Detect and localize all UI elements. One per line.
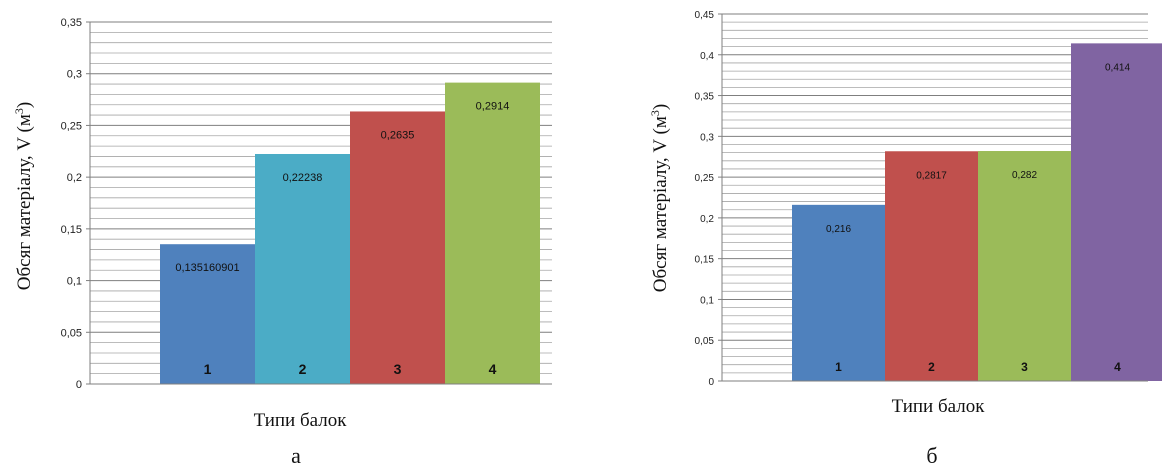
chart-b-axes [718,14,1148,382]
chart-a-panel-label: а [291,443,301,468]
bar-1 [160,244,255,384]
chart-a-category-labels: 1 2 3 4 [204,361,497,377]
chart-a-bars [160,82,540,385]
data-label-1: 0,135160901 [175,262,239,274]
chart-b-data-labels: 0,216 0,2817 0,282 0,414 [826,62,1130,234]
chart-a-y-ticks: 0 0,05 0,1 0,15 0,2 0,25 0,3 0,35 [61,17,90,391]
chart-a-y-axis-title: Обсяг матеріалу, V (м3) [12,102,35,290]
category-label-4: 4 [1114,360,1121,374]
category-label-1: 1 [204,361,212,377]
bar-2 [885,151,978,381]
category-label-3: 3 [1021,360,1028,374]
chart-b-category-labels: 1 2 3 4 [835,360,1121,374]
chart-b-x-axis-title: Типи балок [892,396,986,417]
data-label-3: 0,2635 [381,129,415,141]
chart-b-y-axis-title: Обсяг матеріалу, V (м3) [648,104,671,292]
y-tick-label: 0,05 [61,327,82,339]
y-tick-label: 0,15 [695,255,715,266]
bar-3 [978,151,1071,381]
y-tick-label: 0,35 [61,17,82,29]
data-label-1: 0,216 [826,224,851,235]
bar-4 [1071,43,1162,382]
data-label-3: 0,282 [1012,170,1037,181]
y-tick-label: 0,15 [61,224,82,236]
chart-b-y-axis-title-sup: 3 [648,110,662,116]
y-tick-label: 0,25 [695,173,715,184]
data-label-4: 0,2914 [476,101,510,113]
y-tick-label: 0,2 [67,172,82,184]
bar-3 [350,111,445,385]
chart-b-bars [792,43,1162,382]
y-tick-label: 0,1 [67,276,82,288]
y-tick-label: 0,25 [61,120,82,132]
data-label-2: 0,2817 [916,170,947,181]
y-tick-label: 0 [76,379,82,391]
chart-b-y-axis-title-main: Обсяг матеріалу, V (м [650,116,671,292]
y-tick-label: 0,45 [695,10,715,21]
chart-b-y-ticks: 0 0,05 0,1 0,15 0,2 0,25 0,3 0,35 0,4 0,45 [695,10,722,388]
category-label-4: 4 [489,361,497,377]
data-label-4: 0,414 [1105,62,1130,73]
y-tick-label: 0 [708,377,714,388]
y-tick-label: 0,05 [695,336,715,347]
chart-b-y-axis-title-close: ) [650,104,671,110]
category-label-1: 1 [835,360,842,374]
chart-a-y-axis-title-main: Обсяг матеріалу, V (м [14,114,35,290]
chart-a-y-axis-title-sup: 3 [12,108,26,114]
chart-a-data-labels: 0,135160901 0,22238 0,2635 0,2914 [175,101,509,275]
bar-4 [445,82,540,385]
chart-a-x-axis-title: Типи балок [254,410,348,431]
chart-b-panel-label: б [926,443,937,468]
y-tick-label: 0,4 [700,51,714,62]
chart-a-y-axis-title-close: ) [14,102,35,108]
y-tick-label: 0,3 [700,132,714,143]
chart-a: 00,050,10,150,20,250,30,35 0,1351609010,… [12,17,552,468]
chart-a-axes [86,22,552,385]
bar-2 [255,153,350,384]
bar-1 [792,204,885,381]
chart-b: 00,050,10,150,20,250,30,350,40,45 0,2160… [648,10,1162,468]
y-tick-label: 0,35 [695,92,715,103]
y-tick-label: 0,2 [700,214,714,225]
data-label-2: 0,22238 [283,172,323,184]
category-label-3: 3 [394,361,402,377]
y-tick-label: 0,3 [67,69,82,81]
category-label-2: 2 [928,360,935,374]
y-tick-label: 0,1 [700,295,714,306]
category-label-2: 2 [299,361,307,377]
